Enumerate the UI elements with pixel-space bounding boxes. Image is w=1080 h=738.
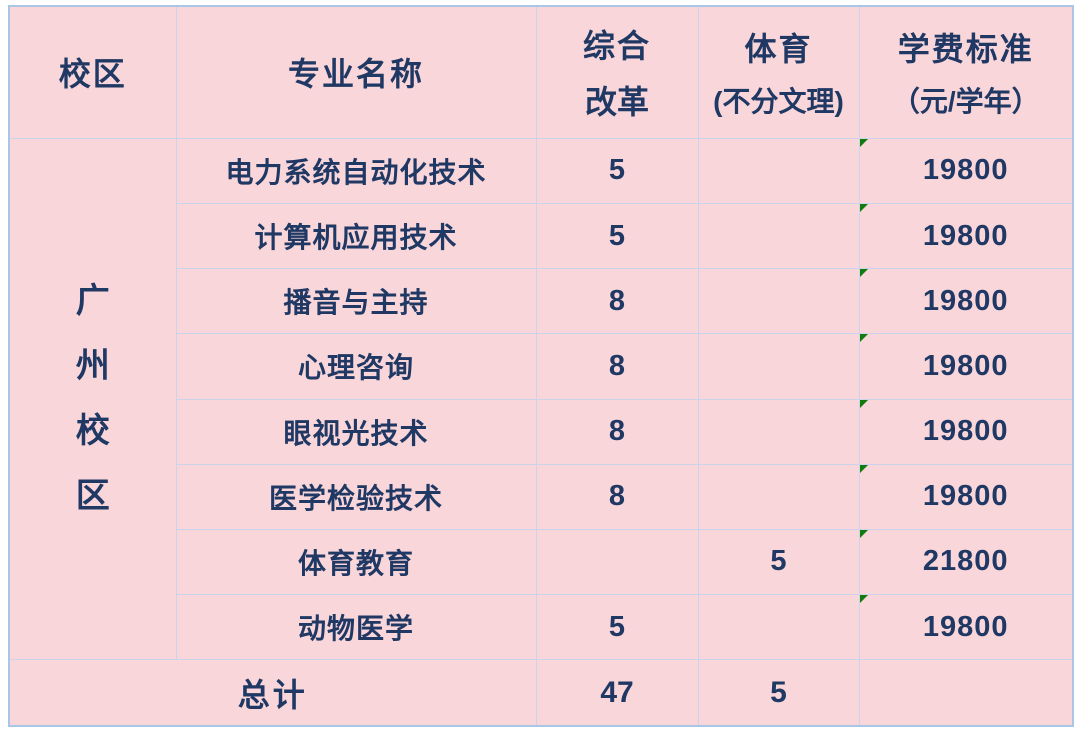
- cell-flag-triangle-icon: [860, 269, 868, 278]
- tuition-value: 19800: [922, 349, 1009, 382]
- major-cell: 动物医学: [175, 594, 537, 661]
- pe-quota-cell: 5: [697, 528, 860, 596]
- admission-plan-table-wrap: 校区 专业名称 综合 改革 体育 (不分文理) 学费标准 （元/学年）: [8, 5, 1074, 727]
- header-major-label: 专业名称: [287, 56, 424, 93]
- header-campus-label: 校区: [58, 56, 127, 93]
- cell-flag-triangle-icon: [860, 400, 868, 408]
- cell-flag-triangle-icon: [860, 530, 868, 538]
- pe-quota-cell: [697, 398, 860, 465]
- table-row: 眼视光技术 8 19800: [9, 398, 1074, 465]
- tuition-cell: 19800: [858, 137, 1074, 205]
- major-cell: 眼视光技术: [175, 398, 537, 465]
- admission-plan-table: 校区 专业名称 综合 改革 体育 (不分文理) 学费标准 （元/学年）: [8, 5, 1074, 727]
- cell-flag-triangle-icon: [860, 465, 868, 473]
- table-row: 动物医学 5 19800: [9, 594, 1074, 661]
- tuition-value: 19800: [922, 284, 1009, 317]
- major-cell: 电力系统自动化技术: [175, 137, 537, 205]
- campus-char: 广: [75, 282, 110, 321]
- header-tuition-line1: 学费标准: [897, 31, 1034, 68]
- tuition-cell: 19800: [858, 594, 1074, 661]
- major-cell: 医学检验技术: [175, 463, 537, 530]
- header-tuition: 学费标准 （元/学年）: [858, 5, 1074, 139]
- reform-quota-cell: 8: [535, 463, 699, 530]
- header-major: 专业名称: [175, 5, 537, 139]
- reform-quota-cell: 5: [535, 203, 699, 270]
- reform-quota-cell: 8: [535, 268, 699, 335]
- reform-quota-cell: 5: [535, 137, 699, 205]
- tuition-value: 19800: [922, 154, 1009, 187]
- tuition-cell: 19800: [858, 398, 1074, 465]
- total-pe-cell: 5: [697, 659, 860, 727]
- tuition-cell: 19800: [858, 463, 1074, 530]
- header-reform-line1: 综合: [582, 28, 651, 65]
- pe-quota-cell: [697, 463, 860, 530]
- total-reform-cell: 47: [535, 659, 699, 727]
- header-tuition-line2: （元/学年）: [891, 86, 1040, 118]
- major-cell: 计算机应用技术: [175, 203, 537, 270]
- cell-flag-triangle-icon: [860, 139, 868, 147]
- tuition-value: 21800: [922, 545, 1009, 578]
- cell-flag-triangle-icon: [860, 204, 868, 213]
- tuition-cell: 19800: [858, 333, 1074, 400]
- reform-quota-cell: 8: [535, 398, 699, 465]
- campus-cell-guangzhou: 广 州 校 区: [8, 137, 177, 661]
- table-header-row: 校区 专业名称 综合 改革 体育 (不分文理) 学费标准 （元/学年）: [8, 5, 1074, 139]
- cell-flag-triangle-icon: [860, 595, 868, 604]
- reform-quota-cell: [535, 528, 699, 596]
- table-row: 医学检验技术 8 19800: [9, 463, 1074, 530]
- header-reform-line2: 改革: [584, 84, 649, 121]
- pe-quota-cell: [697, 594, 860, 661]
- table-row: 计算机应用技术 5 19800: [9, 203, 1074, 270]
- table-row: 播音与主持 8 19800: [9, 268, 1074, 335]
- reform-quota-cell: 8: [535, 333, 699, 400]
- total-tuition-cell: [858, 659, 1074, 727]
- header-physical-education: 体育 (不分文理): [697, 5, 860, 139]
- table-row: 心理咨询 8 19800: [9, 333, 1074, 400]
- tuition-value: 19800: [922, 610, 1009, 643]
- header-comprehensive-reform: 综合 改革: [535, 5, 699, 139]
- table-row: 体育教育 5 21800: [9, 528, 1074, 596]
- campus-char: 区: [75, 477, 110, 516]
- header-pe-line2: (不分文理): [713, 86, 844, 118]
- major-cell: 体育教育: [175, 528, 537, 596]
- total-label-cell: 总计: [8, 659, 537, 727]
- major-cell: 播音与主持: [175, 268, 537, 335]
- pe-quota-cell: [697, 333, 860, 400]
- tuition-value: 19800: [922, 415, 1009, 448]
- pe-quota-cell: [697, 268, 860, 335]
- pe-quota-cell: [697, 137, 860, 205]
- campus-char: 校: [75, 412, 110, 451]
- table-row: 广 州 校 区 电力系统自动化技术 5 19800: [8, 137, 1074, 661]
- campus-char: 州: [75, 347, 110, 386]
- pe-quota-cell: [697, 203, 860, 270]
- table-total-row: 总计 47 5: [8, 659, 1074, 727]
- header-campus: 校区: [8, 5, 177, 139]
- tuition-cell: 19800: [858, 268, 1074, 335]
- tuition-value: 19800: [922, 480, 1009, 513]
- header-pe-line1: 体育: [744, 31, 813, 68]
- tuition-cell: 19800: [858, 203, 1074, 270]
- major-cell: 心理咨询: [175, 333, 537, 400]
- tuition-cell: 21800: [858, 528, 1074, 596]
- cell-flag-triangle-icon: [860, 334, 868, 343]
- reform-quota-cell: 5: [535, 594, 699, 661]
- tuition-value: 19800: [922, 219, 1009, 252]
